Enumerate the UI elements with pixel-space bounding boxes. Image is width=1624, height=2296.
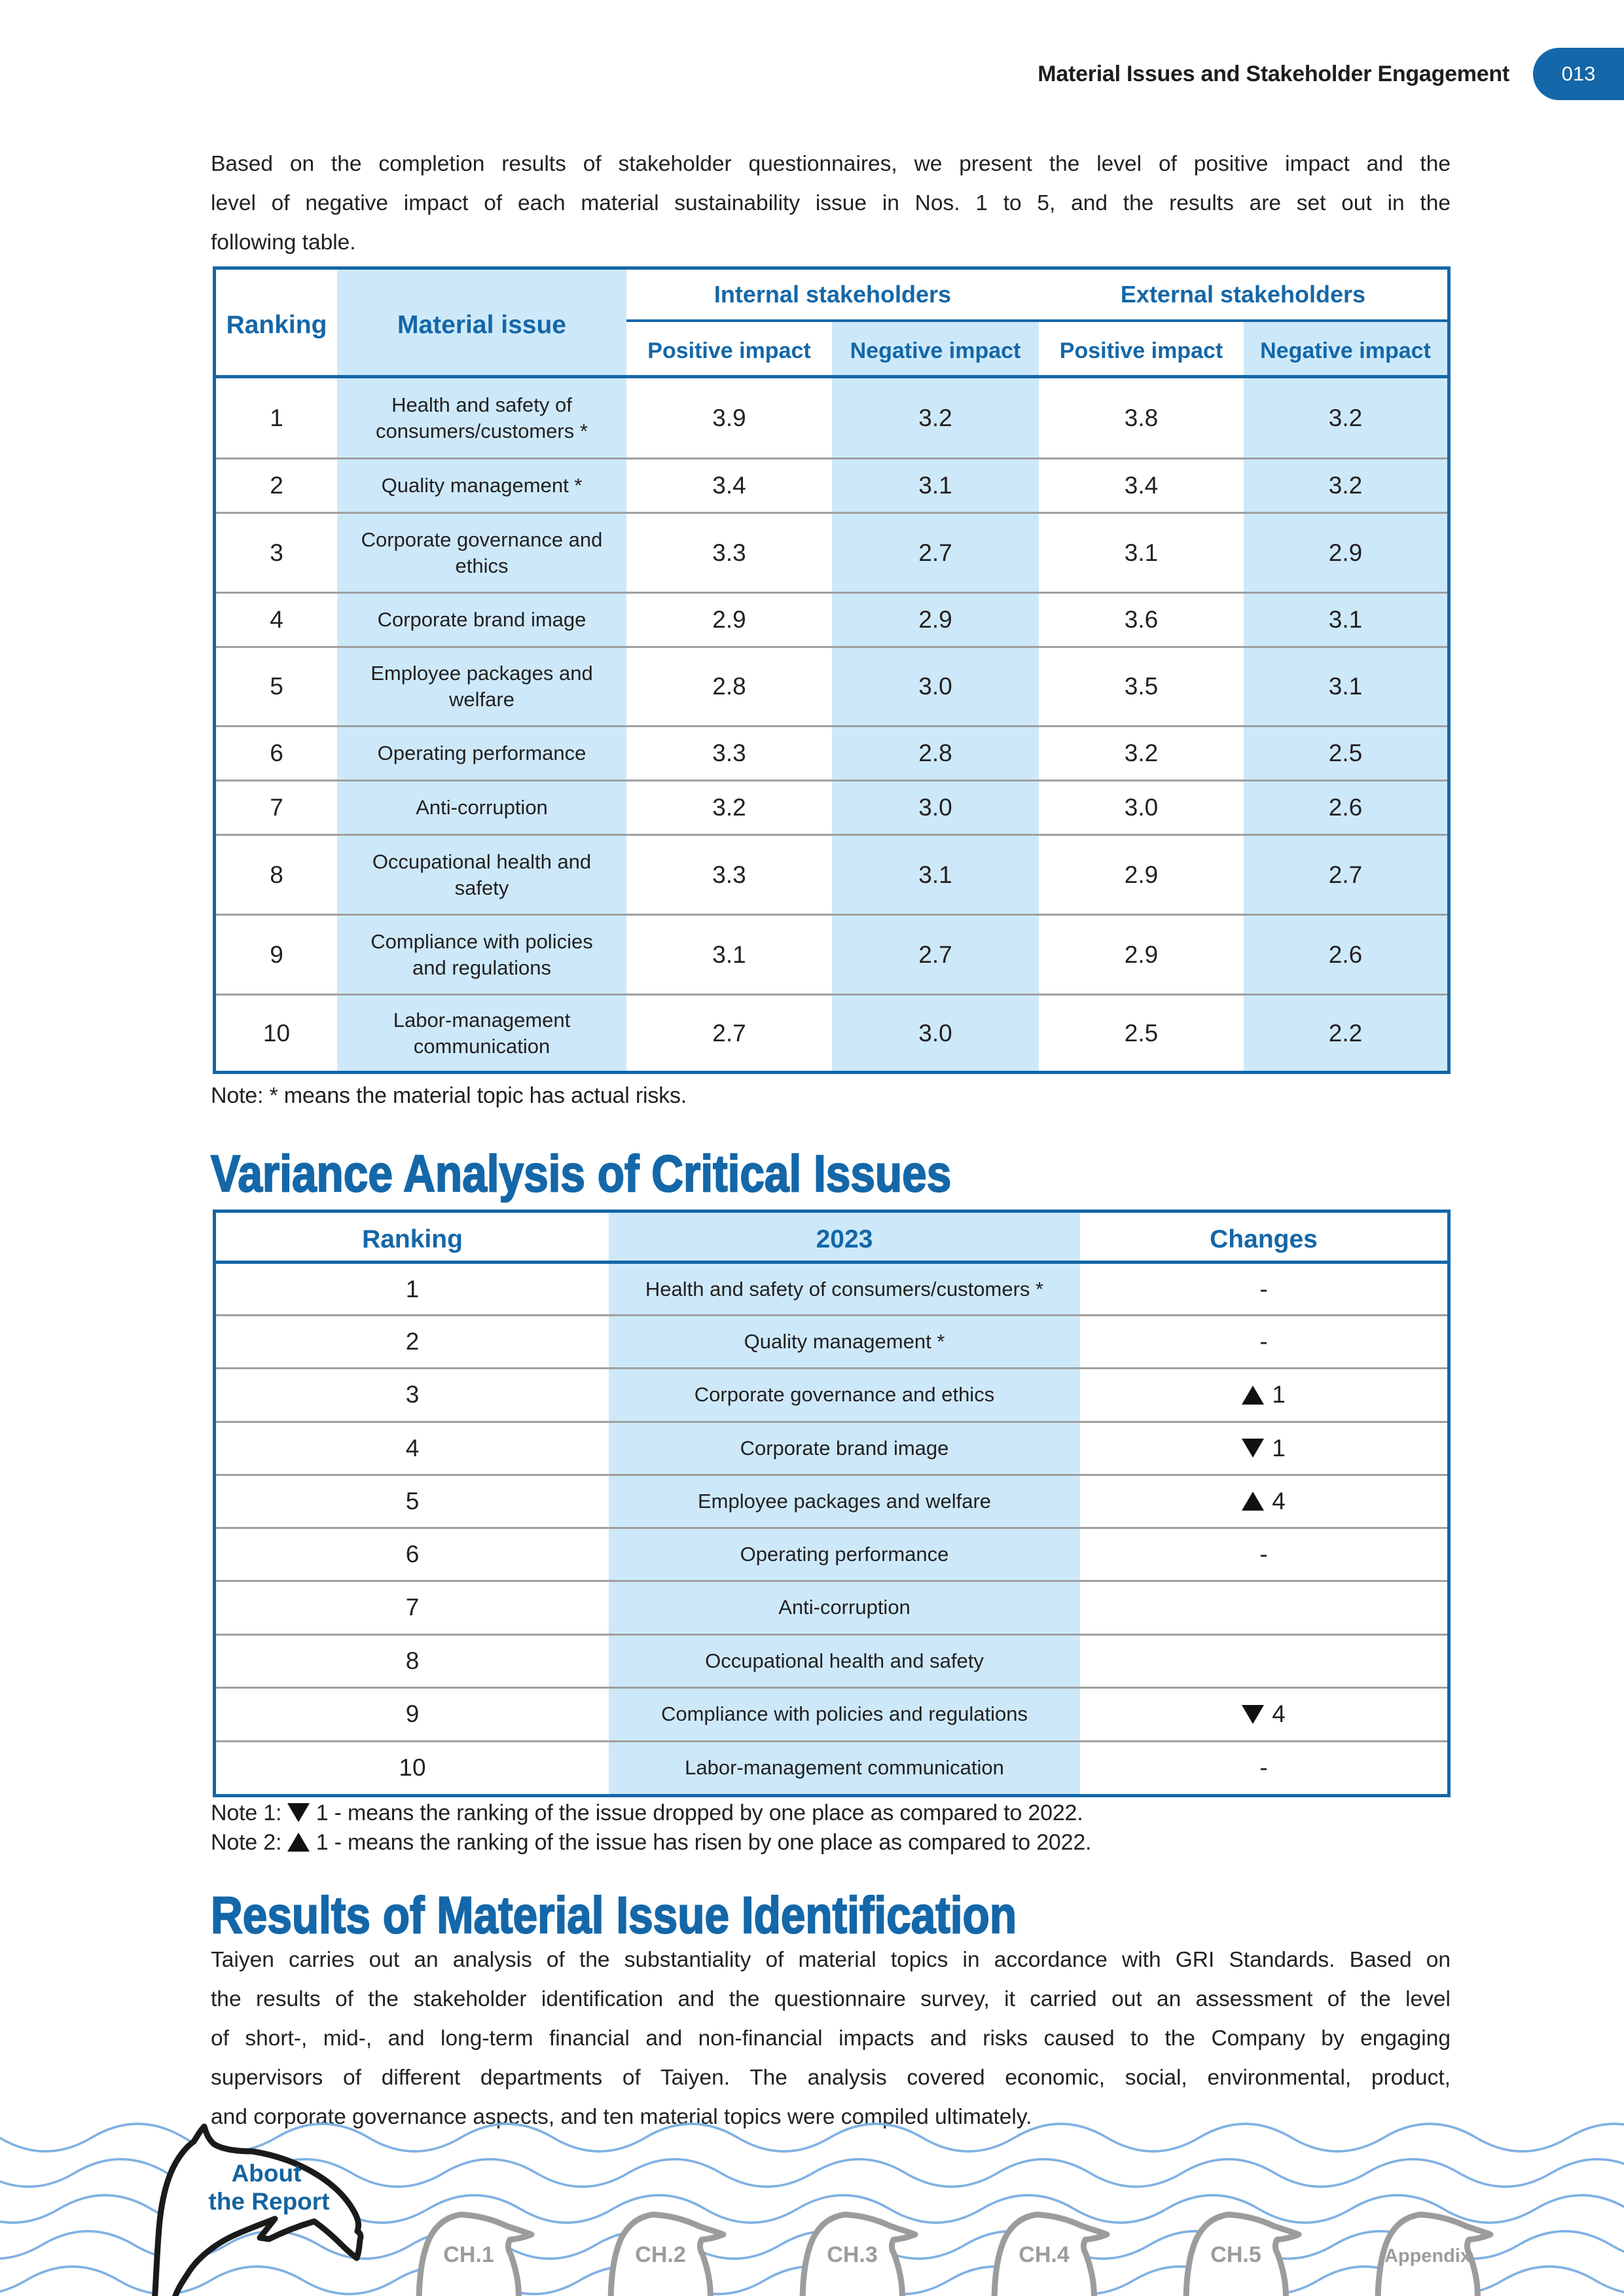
svg-text:CH.3: CH.3 bbox=[827, 2242, 877, 2267]
svg-text:CH.5: CH.5 bbox=[1210, 2242, 1261, 2267]
svg-text:Appendix: Appendix bbox=[1384, 2246, 1471, 2267]
svg-text:CH.4: CH.4 bbox=[1019, 2242, 1070, 2267]
svg-text:CH.2: CH.2 bbox=[635, 2242, 685, 2267]
svg-text:CH.1: CH.1 bbox=[443, 2242, 494, 2267]
svg-text:the Report: the Report bbox=[209, 2188, 330, 2215]
svg-text:About: About bbox=[232, 2160, 302, 2187]
